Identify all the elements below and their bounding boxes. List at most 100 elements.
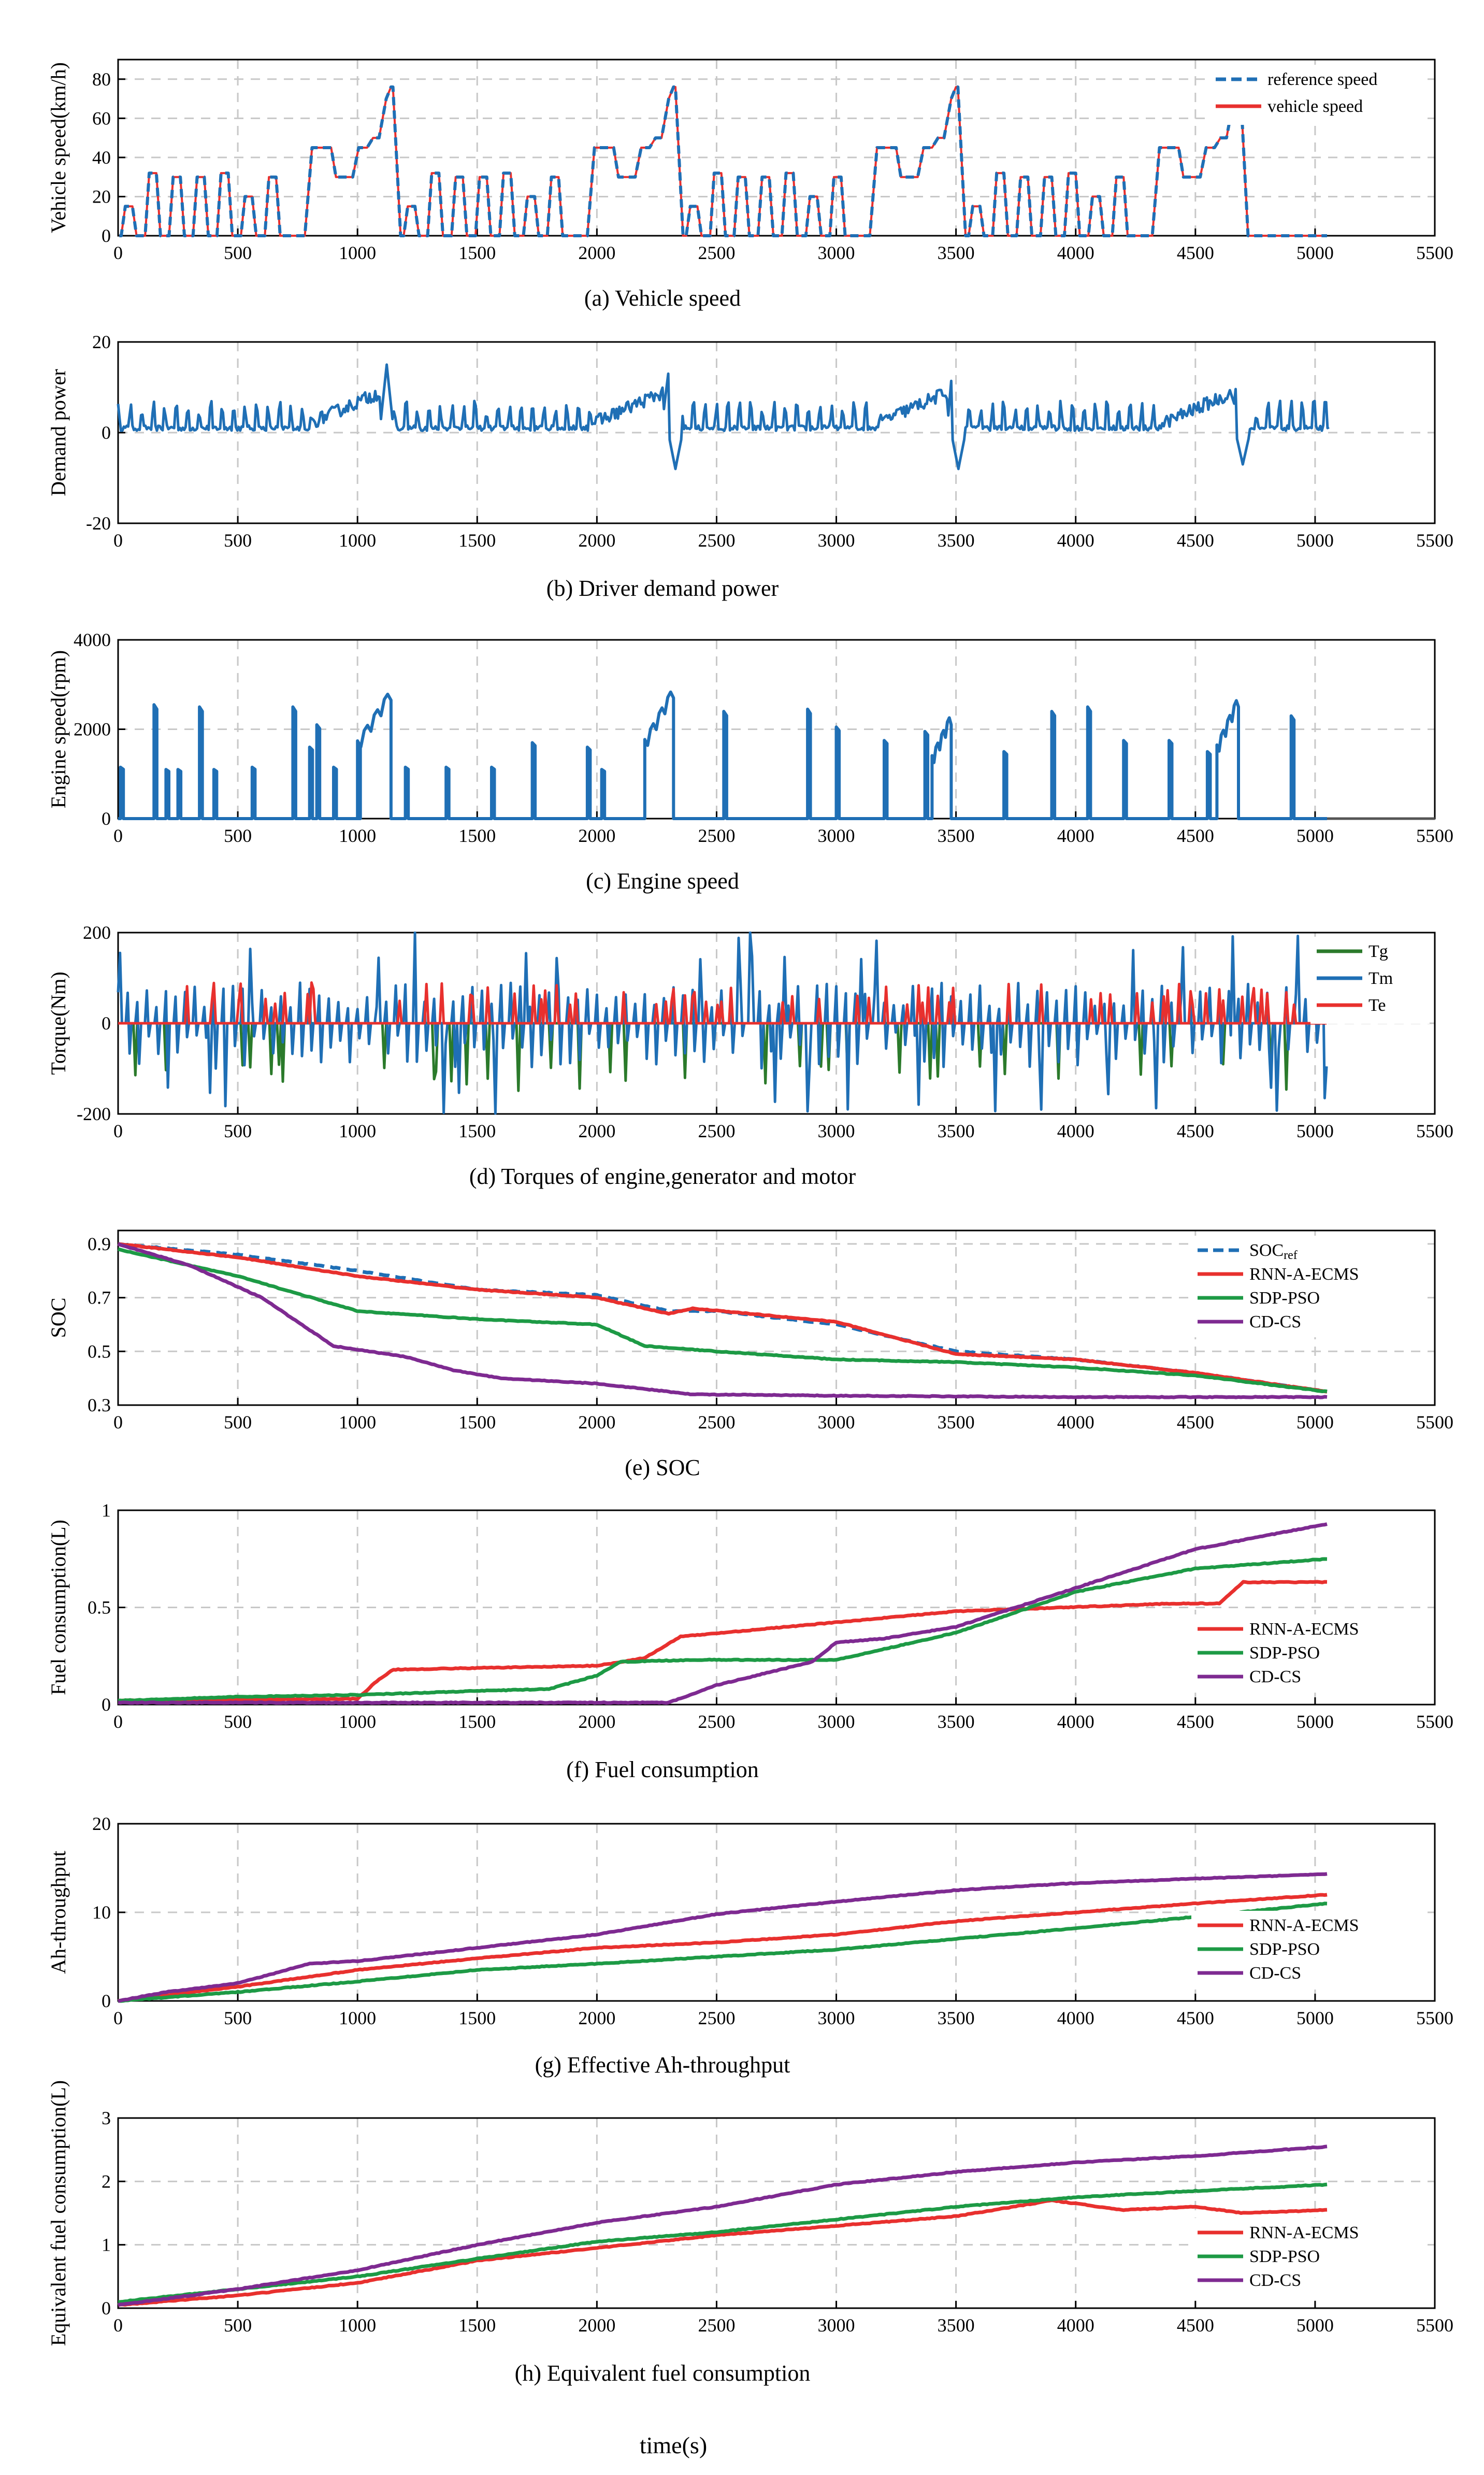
series-SDP-PSO [118,1901,1328,2003]
x-tick-label: 500 [224,825,252,846]
panel-caption: (a) Vehicle speed [584,285,741,311]
x-tick-label: 4000 [1057,2008,1094,2028]
x-tick-label: 3000 [818,1121,855,1141]
panel-e: 0 500 1000 1500 2000 2500 3000 3500 4000 4500 5000… [47,1229,1453,1480]
legend-label: SDP-PSO [1249,1940,1320,1959]
x-tick-label: 3000 [818,530,855,551]
x-tick-label: 3500 [938,1412,975,1433]
y-tick-label: 40 [92,147,111,168]
x-tick-label: 1000 [339,242,376,263]
series-vehicle-speed [119,85,1327,237]
panel-h: 0 500 1000 1500 2000 2500 3000 3500 4000 4500 5000… [47,2080,1453,2386]
panel-caption: (c) Engine speed [586,868,739,894]
panel-c: 0 500 1000 1500 2000 2500 3000 3500 4000 4500 5000… [47,630,1453,894]
x-tick-label: 500 [224,1121,252,1141]
x-axis-label: time(s) [640,2432,707,2458]
x-tick-label: 4500 [1177,530,1214,551]
x-tick-label: 0 [113,2008,123,2028]
x-tick-label: 5500 [1416,1412,1453,1433]
x-tick-label: 1000 [339,1412,376,1433]
series-demand-power [117,363,1330,470]
series-SDP-PSO [118,2182,1328,2304]
x-tick-label: 3500 [938,1121,975,1141]
y-tick-label: 60 [92,108,111,128]
y-tick-label: 2 [102,2171,111,2192]
x-tick-label: 4500 [1177,1711,1214,1732]
legend-label: Tm [1368,969,1393,988]
x-tick-label: 3000 [818,2008,855,2028]
x-tick-label: 2500 [698,242,735,263]
y-tick-label: 0 [102,1694,111,1715]
x-tick-label: 2500 [698,530,735,551]
legend-label: RNN-A-ECMS [1249,1265,1359,1284]
x-tick-label: 1500 [458,2008,496,2028]
y-axis-label: Torque(Nm) [47,971,70,1075]
x-tick-label: 3000 [818,2315,855,2336]
series-RNN-A-ECMS [118,1242,1328,1394]
x-tick-label: 2000 [578,1711,615,1732]
x-tick-label: 5500 [1416,825,1453,846]
x-tick-label: 1500 [458,242,496,263]
series-CD-CS [118,1522,1328,1705]
legend: reference speed vehicle speed [1209,65,1427,125]
x-tick-label: 5500 [1416,1121,1453,1141]
panel-caption: (b) Driver demand power [546,576,779,601]
panel-caption: (d) Torques of engine,generator and moto… [469,1164,856,1189]
x-tick-label: 3000 [818,242,855,263]
y-tick-label: 0 [102,2298,111,2319]
legend: Tg Tm Te [1310,937,1430,1024]
x-tick-label: 4000 [1057,1711,1094,1732]
series-RNN-A-ECMS [118,1580,1328,1703]
series-CD-CS [117,1872,1328,2004]
x-tick-label: 3000 [818,1711,855,1732]
x-tick-label: 4500 [1177,1121,1214,1141]
panel-caption: (g) Effective Ah-throughput [535,2052,790,2078]
y-tick-label: 0.9 [88,1234,111,1254]
x-tick-label: 500 [224,1412,252,1433]
legend-label: CD-CS [1249,1312,1301,1332]
legend-label: vehicle speed [1267,97,1363,116]
y-axis-label: Engine speed(rpm) [47,650,70,808]
x-tick-label: 1000 [339,2315,376,2336]
y-tick-label: 0.5 [88,1341,111,1362]
x-tick-label: 0 [113,530,123,551]
y-tick-label: 80 [92,69,111,90]
plot-frame [117,1229,1436,1406]
legend-label: SDP-PSO [1249,1643,1320,1663]
legend-label: SDP-PSO [1249,2247,1320,2266]
x-tick-label: 2000 [578,825,615,846]
x-tick-label: 5500 [1416,2315,1453,2336]
panel-d: 0 500 1000 1500 2000 2500 3000 3500 4000 4500 5000… [47,922,1453,1189]
x-tick-label: 0 [113,2315,123,2336]
x-tick-label: 2000 [578,1121,615,1141]
x-tick-label: 0 [113,1711,123,1732]
y-tick-label: 0 [102,1013,111,1034]
x-tick-label: 500 [224,1711,252,1732]
x-tick-label: 3500 [938,2008,975,2028]
y-tick-label: 10 [92,1902,111,1923]
x-tick-label: 0 [113,1121,123,1141]
y-axis-label: Vehicle speed(km/h) [47,62,70,233]
x-tick-label: 1000 [339,1121,376,1141]
x-tick-label: 5000 [1296,242,1334,263]
x-tick-label: 4000 [1057,2315,1094,2336]
x-tick-label: 1000 [339,825,376,846]
y-tick-label: 0 [102,808,111,829]
x-tick-label: 1500 [458,2315,496,2336]
series-CD-CS [117,2144,1328,2307]
y-axis-label: Ah-throughput [47,1851,70,1974]
x-tick-label: 2500 [698,1121,735,1141]
x-tick-label: 4500 [1177,1412,1214,1433]
panel-b: 0 500 1000 1500 2000 2500 3000 3500 4000 4500 5000… [47,332,1453,601]
x-tick-label: 4500 [1177,2008,1214,2028]
y-axis-label: Equivalent fuel consumption(L) [47,2080,70,2346]
x-tick-label: 3500 [938,242,975,263]
x-tick-label: 3500 [938,1711,975,1732]
x-tick-label: 4000 [1057,1412,1094,1433]
panel-f: 0 500 1000 1500 2000 2500 3000 3500 4000 4500 5000… [47,1500,1453,1782]
y-tick-label: 1 [102,1500,111,1521]
panel-g: 0 500 1000 1500 2000 2500 3000 3500 4000 4500 5000… [47,1813,1453,2078]
legend-label: RNN-A-ECMS [1249,2223,1359,2242]
x-tick-label: 5000 [1296,1121,1334,1141]
